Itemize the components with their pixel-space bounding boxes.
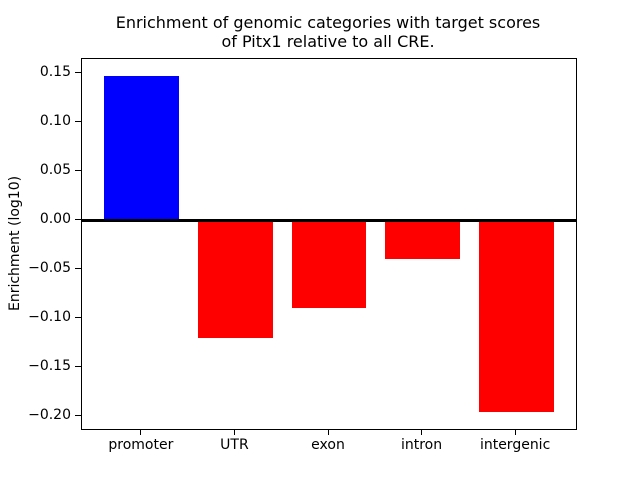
bar-UTR <box>198 220 273 339</box>
y-tick-mark <box>75 120 81 122</box>
y-tick-label: 0.05 <box>39 161 71 178</box>
x-tick-label-UTR: UTR <box>220 437 249 453</box>
y-tick-label: −0.20 <box>28 407 71 424</box>
x-tick-label-intron: intron <box>400 437 443 453</box>
chart-title: Enrichment of genomic categories with ta… <box>81 13 575 51</box>
plot-area <box>81 58 577 430</box>
y-tick-mark <box>75 415 81 417</box>
y-tick-label: 0.15 <box>39 63 71 80</box>
x-tick-label-intergenic: intergenic <box>479 437 551 453</box>
x-tick-label-exon: exon <box>311 437 345 453</box>
chart-title-line-2: of Pitx1 relative to all CRE. <box>221 32 435 51</box>
y-tick-label: −0.15 <box>28 358 71 375</box>
y-tick-mark <box>75 268 81 270</box>
y-tick-mark <box>75 317 81 319</box>
y-tick-mark <box>75 366 81 368</box>
x-tick-mark <box>421 429 423 435</box>
y-tick-label: −0.05 <box>28 260 71 277</box>
zero-line <box>82 218 576 222</box>
y-tick-label: 0.00 <box>39 210 71 227</box>
y-tick-mark <box>75 71 81 73</box>
x-tick-mark <box>514 429 516 435</box>
bar-intron <box>385 220 460 259</box>
y-tick-label: 0.10 <box>39 112 71 129</box>
y-axis-label: Enrichment (log10) <box>7 175 23 311</box>
chart-title-line-1: Enrichment of genomic categories with ta… <box>115 13 541 32</box>
y-tick-mark <box>75 218 81 220</box>
x-tick-mark <box>233 429 235 435</box>
y-tick-label: −0.10 <box>28 309 71 326</box>
x-tick-mark <box>140 429 142 435</box>
bar-intergenic <box>478 220 554 412</box>
x-tick-mark <box>327 429 329 435</box>
bar-exon <box>291 220 367 308</box>
bar-promoter <box>104 76 180 221</box>
x-tick-label-promoter: promoter <box>108 437 174 453</box>
y-tick-mark <box>75 169 81 171</box>
